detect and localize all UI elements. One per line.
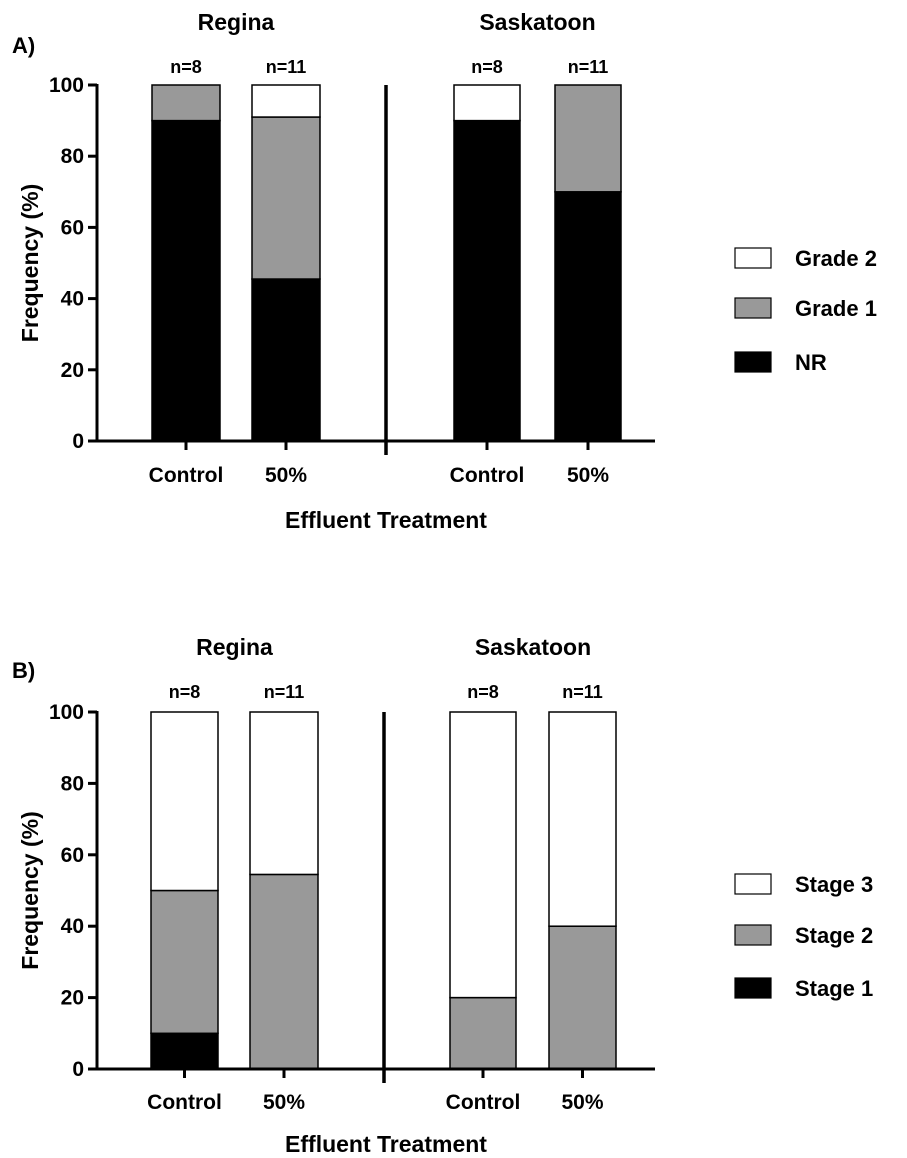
bar-segment-nr [151, 119, 221, 442]
bar-segment-stage-3 [548, 711, 617, 927]
y-tick-label: 20 [61, 987, 84, 1010]
group-title: Saskatoon [475, 634, 591, 660]
bar-segment-nr [251, 278, 321, 442]
legend-swatch [734, 924, 772, 946]
legend-label: NR [795, 350, 827, 375]
group-title: Regina [196, 634, 273, 660]
legend-label: Stage 2 [795, 923, 873, 948]
x-tick-label: Control [450, 464, 525, 487]
n-label: n=8 [467, 682, 499, 702]
y-tick-label: 20 [61, 359, 84, 382]
legend-label: Grade 1 [795, 296, 877, 321]
x-tick-label: 50% [561, 1091, 603, 1114]
bar-segment-stage-3 [150, 711, 219, 892]
x-tick-label: Control [446, 1091, 521, 1114]
n-label: n=11 [264, 682, 305, 702]
x-tick-label: 50% [567, 464, 609, 487]
legend-label: Stage 3 [795, 872, 873, 897]
bar-segment-grade-2 [251, 84, 321, 118]
bar-segment-stage-1 [150, 1032, 219, 1070]
x-tick-label: Control [149, 464, 224, 487]
legend-label: Grade 2 [795, 246, 877, 271]
bar-segment-stage-2 [150, 889, 219, 1035]
panel-label: A) [12, 33, 35, 58]
y-tick-label: 60 [61, 844, 84, 867]
y-tick-label: 100 [49, 74, 84, 97]
y-axis-title: Frequency (%) [17, 811, 43, 969]
n-label: n=11 [568, 57, 609, 77]
legend-swatch [734, 351, 772, 373]
y-tick-label: 0 [72, 430, 84, 453]
bar-segment-stage-2 [548, 925, 617, 1070]
legend-swatch [734, 977, 772, 999]
panel-label: B) [12, 658, 35, 683]
y-tick-label: 80 [61, 145, 84, 168]
legend-swatch [734, 873, 772, 895]
bar-segment-stage-3 [249, 711, 319, 876]
legend-label: Stage 1 [795, 976, 873, 1001]
y-tick-label: 100 [49, 701, 84, 724]
y-axis-title: Frequency (%) [17, 184, 43, 342]
bar-segment-grade-1 [151, 84, 221, 122]
bar-segment-grade-1 [251, 116, 321, 280]
n-label: n=11 [266, 57, 307, 77]
y-tick-label: 40 [61, 288, 84, 311]
x-axis-title: Effluent Treatment [285, 1131, 487, 1157]
group-title: Saskatoon [479, 9, 595, 35]
n-label: n=8 [169, 682, 201, 702]
y-tick-label: 40 [61, 915, 84, 938]
x-axis-title: Effluent Treatment [285, 507, 487, 533]
bar-segment-stage-3 [449, 711, 517, 999]
y-tick-label: 80 [61, 772, 84, 795]
bar-segment-grade-2 [453, 84, 521, 122]
x-tick-label: Control [147, 1091, 222, 1114]
x-tick-label: 50% [263, 1091, 305, 1114]
legend-swatch [734, 247, 772, 269]
n-label: n=11 [562, 682, 603, 702]
bar-segment-nr [554, 191, 622, 442]
x-tick-label: 50% [265, 464, 307, 487]
n-label: n=8 [471, 57, 503, 77]
n-label: n=8 [170, 57, 202, 77]
bar-segment-stage-2 [249, 873, 319, 1070]
group-title: Regina [198, 9, 275, 35]
y-tick-label: 60 [61, 216, 84, 239]
legend-swatch [734, 297, 772, 319]
y-tick-label: 0 [72, 1058, 84, 1081]
bar-segment-grade-1 [554, 84, 622, 193]
bar-segment-nr [453, 119, 521, 442]
bar-segment-stage-2 [449, 996, 517, 1070]
